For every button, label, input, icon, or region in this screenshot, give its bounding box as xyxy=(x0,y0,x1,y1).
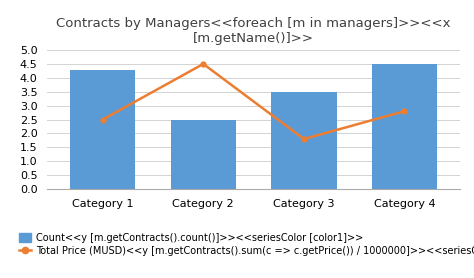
Legend: Count<<y [m.getContracts().count()]>><<seriesColor [color1]>>, Total Price (MUSD: Count<<y [m.getContracts().count()]>><<s… xyxy=(19,233,474,256)
Bar xyxy=(171,120,236,189)
Title: Contracts by Managers<<foreach [m in managers]>><<x
[m.getName()]>>: Contracts by Managers<<foreach [m in man… xyxy=(56,17,451,45)
Bar xyxy=(271,92,337,189)
Bar xyxy=(70,70,136,189)
Bar xyxy=(372,64,437,189)
